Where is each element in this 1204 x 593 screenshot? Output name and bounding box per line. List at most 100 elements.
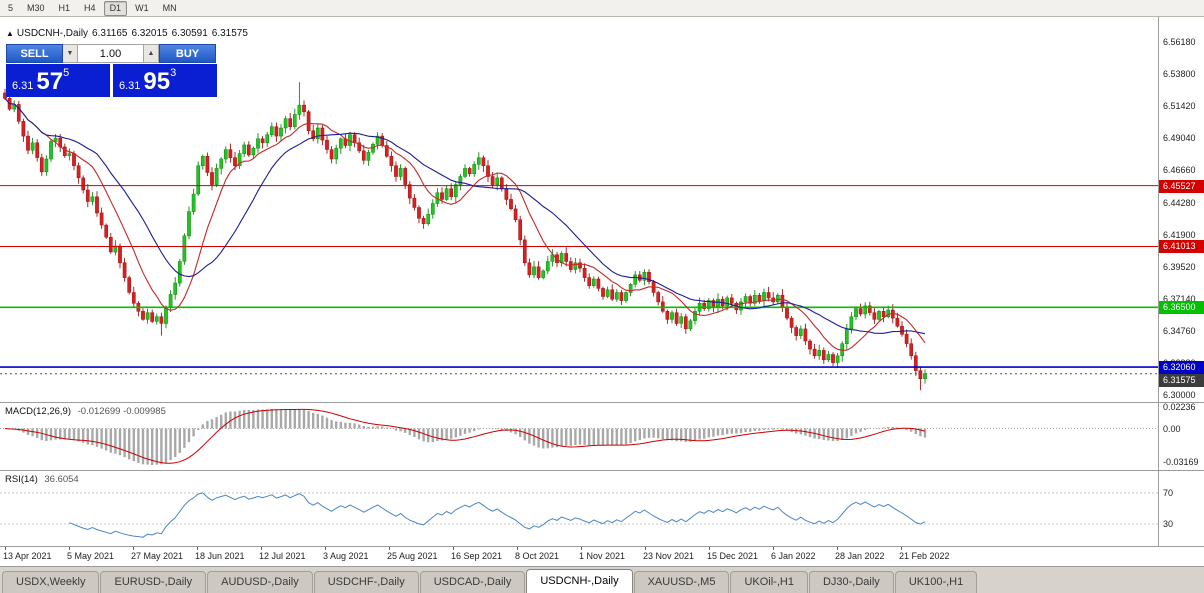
y-axis-tick: 6.56180: [1163, 37, 1196, 47]
rsi-chart[interactable]: [0, 471, 1158, 546]
x-axis-label: 25 Aug 2021: [387, 551, 438, 561]
y-axis-tick: 6.44280: [1163, 197, 1196, 208]
macd-chart[interactable]: [0, 403, 1158, 470]
macd-axis-tick: -0.03169: [1163, 457, 1199, 467]
chart-tab-dj30-daily[interactable]: DJ30-,Daily: [808, 571, 894, 593]
trade-controls-row: SELL ▼ 1.00 ▲ BUY: [6, 44, 218, 63]
symbol-marker-icon: ▲: [6, 29, 14, 38]
price-tag: 6.41013: [1159, 240, 1204, 253]
ohlc-close: 6.31575: [211, 28, 248, 39]
panel-separator: [0, 470, 1204, 471]
volume-decrease-button[interactable]: ▼: [63, 44, 78, 63]
timeframe-button-h1[interactable]: H1: [58, 2, 71, 13]
rsi-axis-tick: 30: [1163, 519, 1174, 529]
chart-header: ▲ USDCNH-,Daily 6.31165 6.32015 6.30591 6.315…: [6, 28, 252, 39]
time-axis-tick: [581, 547, 582, 550]
x-axis-label: 15 Dec 2021: [707, 551, 759, 561]
macd-title: MACD(12,26,9): [5, 406, 71, 417]
time-axis-tick: [325, 547, 326, 550]
timeframe-button-h4[interactable]: H4: [84, 2, 96, 13]
x-axis-label: 5 May 2021: [67, 551, 115, 561]
macd-axis[interactable]: 0.02236 0.00 -0.03169: [1158, 402, 1204, 470]
timeframe-button-m30[interactable]: M30: [27, 2, 45, 13]
chart-tab-uk100-h1[interactable]: UK100-,H1: [894, 571, 978, 593]
time-axis-tick: [773, 547, 774, 550]
time-axis-tick: [389, 547, 390, 550]
y-axis-tick: 6.37140: [1163, 293, 1196, 304]
y-axis-tick: 6.53800: [1163, 69, 1196, 80]
x-axis-label: 21 Feb 2022: [899, 551, 950, 561]
time-axis-tick: [197, 547, 198, 550]
ohlc-high: 6.32015: [131, 28, 168, 39]
time-axis-tick: [901, 547, 902, 550]
x-axis-label: 28 Jan 2022: [835, 551, 885, 561]
time-axis-tick: [133, 547, 134, 550]
x-axis-label: 18 Jun 2021: [195, 551, 245, 561]
panel-separator: [0, 402, 1204, 403]
rsi-header: RSI(14) 36.6054: [5, 474, 79, 485]
y-axis-tick: 6.41900: [1163, 229, 1196, 240]
chart-tab-ukoil-h1[interactable]: UKOil-,H1: [730, 571, 808, 593]
timeframe-button-mn[interactable]: MN: [162, 2, 177, 13]
chart-tab-audusd-daily[interactable]: AUDUSD-,Daily: [207, 571, 313, 593]
time-axis-tick: [837, 547, 838, 550]
sell-button[interactable]: SELL: [6, 44, 63, 63]
rsi-title: RSI(14): [5, 474, 38, 485]
buy-price-pipette: 3: [170, 67, 177, 79]
price-tag: 6.36500: [1159, 301, 1204, 314]
time-axis-tick: [709, 547, 710, 550]
chart-symbol-period: USDCNH-,Daily: [16, 28, 89, 39]
x-axis-label: 13 Apr 2021: [3, 551, 52, 561]
chart-tab-usdcnh-daily[interactable]: USDCNH-,Daily: [526, 569, 633, 593]
y-axis-tick: 6.30000: [1163, 390, 1196, 401]
macd-axis-tick: 0.02236: [1163, 402, 1196, 412]
macd-values: -0.012699 -0.009985: [77, 406, 166, 417]
price-axis[interactable]: 6.56180 6.53800 6.51420 6.49040 6.46660 6.442…: [1158, 17, 1204, 402]
timeframe-button-d1[interactable]: D1: [103, 0, 128, 16]
chart-tab-eurusd-daily[interactable]: EURUSD-,Daily: [100, 571, 207, 593]
macd-header: MACD(12,26,9) -0.012699 -0.009985: [5, 406, 166, 417]
volume-input[interactable]: 1.00: [78, 44, 144, 63]
time-axis-tick: [453, 547, 454, 550]
time-axis-tick: [261, 547, 262, 550]
buy-price-display[interactable]: 6.31 95 3: [113, 64, 217, 97]
price-chart[interactable]: [0, 17, 1158, 402]
x-axis-label: 3 Aug 2021: [323, 551, 369, 561]
x-axis-label: 12 Jul 2021: [259, 551, 306, 561]
time-axis-tick: [5, 547, 6, 550]
ohlc-low: 6.30591: [171, 28, 208, 39]
y-axis-tick: 6.46660: [1163, 165, 1196, 176]
timeframe-button-w1[interactable]: W1: [135, 2, 149, 13]
y-axis-tick: 6.49040: [1163, 133, 1196, 144]
rsi-axis-tick: 70: [1163, 488, 1174, 498]
sell-price-prefix: 6.31: [12, 80, 34, 92]
rsi-axis[interactable]: 70 30: [1158, 471, 1204, 546]
volume-increase-button[interactable]: ▲: [144, 44, 159, 63]
macd-axis-tick: 0.00: [1163, 424, 1181, 434]
time-axis-tick: [517, 547, 518, 550]
chart-tab-xauusd-m5[interactable]: XAUUSD-,M5: [633, 571, 730, 593]
timeframe-toolbar: 5 M30 H1 H4 D1 W1 MN: [0, 0, 1204, 17]
chart-tabs-bar: USDX,Weekly EURUSD-,Daily AUDUSD-,Daily USD…: [0, 566, 1204, 593]
timeframe-button-5[interactable]: 5: [8, 2, 14, 13]
trade-prices-row: 6.31 57 5 6.31 95 3: [6, 64, 218, 97]
chart-tab-usdx-weekly[interactable]: USDX,Weekly: [2, 571, 100, 593]
x-axis-label: 8 Oct 2021: [515, 551, 560, 561]
sell-price-pipette: 5: [63, 67, 70, 79]
y-axis-tick: 6.39520: [1163, 261, 1196, 272]
y-axis-tick: 6.34760: [1163, 325, 1196, 336]
sell-price-display[interactable]: 6.31 57 5: [6, 64, 110, 97]
chart-tab-usdcad-daily[interactable]: USDCAD-,Daily: [419, 571, 526, 593]
time-axis[interactable]: 13 Apr 2021 5 May 2021 27 May 2021 18 Jun 2…: [0, 547, 1204, 566]
y-axis-tick: 6.51420: [1163, 101, 1196, 112]
x-axis-label: 1 Nov 2021: [579, 551, 626, 561]
buy-price-prefix: 6.31: [119, 80, 141, 92]
buy-button[interactable]: BUY: [159, 44, 216, 63]
ohlc-open: 6.31165: [92, 28, 128, 39]
x-axis-label: 6 Jan 2022: [771, 551, 816, 561]
rsi-value: 36.6054: [44, 474, 79, 485]
chart-tab-usdchf-daily[interactable]: USDCHF-,Daily: [313, 571, 419, 593]
x-axis-label: 23 Nov 2021: [643, 551, 695, 561]
price-tag: 6.32060: [1159, 361, 1204, 374]
